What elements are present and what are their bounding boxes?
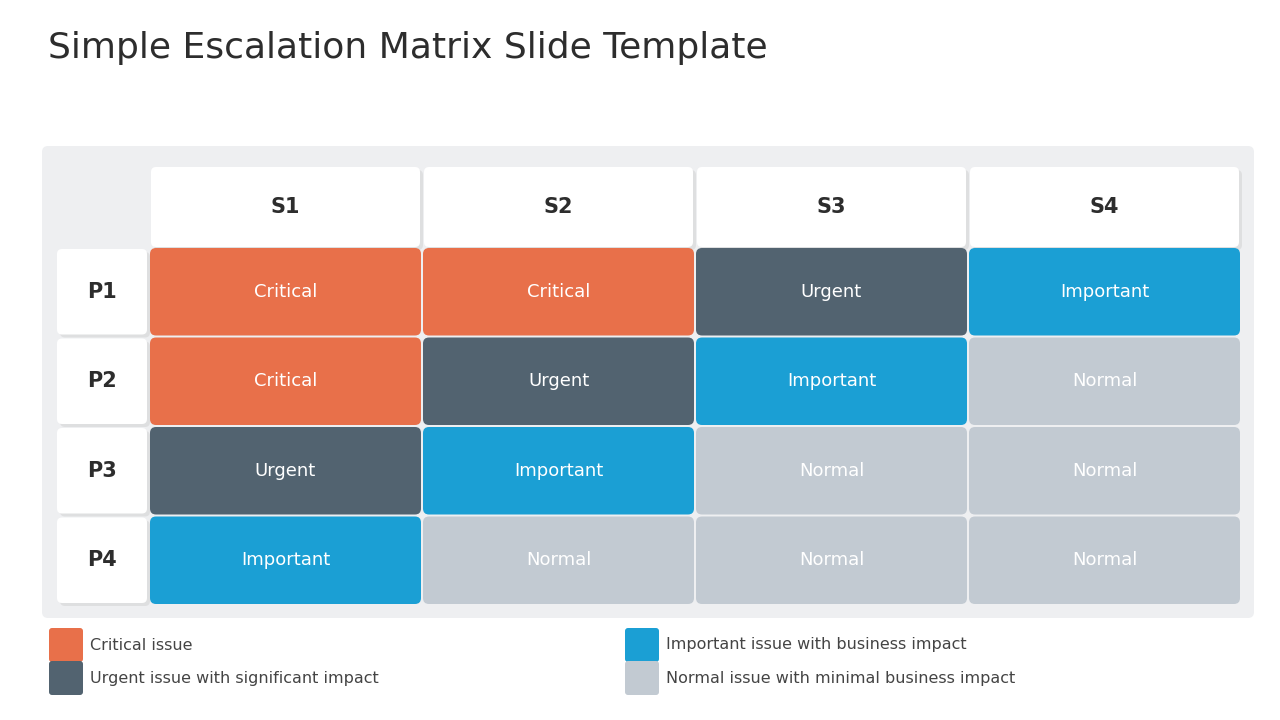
Text: S2: S2: [544, 197, 573, 217]
FancyBboxPatch shape: [422, 516, 694, 604]
Text: Normal: Normal: [1071, 552, 1137, 570]
Text: Normal issue with minimal business impact: Normal issue with minimal business impac…: [666, 670, 1015, 685]
Text: Normal: Normal: [1071, 372, 1137, 390]
FancyBboxPatch shape: [970, 167, 1239, 247]
FancyBboxPatch shape: [58, 428, 147, 513]
Text: Simple Escalation Matrix Slide Template: Simple Escalation Matrix Slide Template: [49, 31, 768, 65]
FancyBboxPatch shape: [60, 252, 150, 338]
FancyBboxPatch shape: [696, 516, 966, 604]
Text: S4: S4: [1089, 197, 1119, 217]
FancyBboxPatch shape: [973, 170, 1242, 250]
Text: P1: P1: [87, 282, 116, 302]
FancyBboxPatch shape: [698, 167, 966, 247]
Text: Important: Important: [513, 462, 603, 480]
FancyBboxPatch shape: [625, 628, 659, 662]
Text: P3: P3: [87, 461, 116, 481]
Text: Normal: Normal: [526, 552, 591, 570]
Text: Normal: Normal: [799, 552, 864, 570]
Text: Urgent: Urgent: [801, 283, 863, 301]
FancyBboxPatch shape: [58, 249, 147, 335]
Text: Critical: Critical: [253, 372, 317, 390]
Text: Urgent: Urgent: [527, 372, 589, 390]
Text: Urgent: Urgent: [255, 462, 316, 480]
FancyBboxPatch shape: [696, 248, 966, 336]
Text: P2: P2: [87, 372, 116, 391]
FancyBboxPatch shape: [49, 661, 83, 695]
FancyBboxPatch shape: [154, 170, 422, 250]
FancyBboxPatch shape: [969, 516, 1240, 604]
Text: Urgent issue with significant impact: Urgent issue with significant impact: [90, 670, 379, 685]
Text: Critical: Critical: [253, 283, 317, 301]
FancyBboxPatch shape: [422, 248, 694, 336]
FancyBboxPatch shape: [428, 170, 696, 250]
FancyBboxPatch shape: [60, 521, 150, 606]
FancyBboxPatch shape: [969, 427, 1240, 515]
FancyBboxPatch shape: [150, 338, 421, 425]
FancyBboxPatch shape: [150, 516, 421, 604]
Text: Important: Important: [241, 552, 330, 570]
FancyBboxPatch shape: [60, 341, 150, 427]
FancyBboxPatch shape: [422, 338, 694, 425]
FancyBboxPatch shape: [969, 248, 1240, 336]
Text: Normal: Normal: [799, 462, 864, 480]
FancyBboxPatch shape: [42, 146, 1254, 618]
FancyBboxPatch shape: [49, 628, 83, 662]
Text: P4: P4: [87, 550, 116, 570]
Text: S1: S1: [271, 197, 301, 217]
FancyBboxPatch shape: [151, 167, 420, 247]
FancyBboxPatch shape: [60, 431, 150, 516]
Text: S3: S3: [817, 197, 846, 217]
Text: Important: Important: [1060, 283, 1149, 301]
Text: Important: Important: [787, 372, 876, 390]
Text: Important issue with business impact: Important issue with business impact: [666, 637, 966, 652]
Text: Critical: Critical: [527, 283, 590, 301]
FancyBboxPatch shape: [700, 170, 969, 250]
FancyBboxPatch shape: [424, 167, 692, 247]
Text: Normal: Normal: [1071, 462, 1137, 480]
Text: Critical issue: Critical issue: [90, 637, 192, 652]
FancyBboxPatch shape: [58, 518, 147, 603]
FancyBboxPatch shape: [625, 661, 659, 695]
FancyBboxPatch shape: [422, 427, 694, 515]
FancyBboxPatch shape: [696, 427, 966, 515]
FancyBboxPatch shape: [696, 338, 966, 425]
FancyBboxPatch shape: [150, 248, 421, 336]
FancyBboxPatch shape: [969, 338, 1240, 425]
FancyBboxPatch shape: [150, 427, 421, 515]
FancyBboxPatch shape: [58, 338, 147, 424]
